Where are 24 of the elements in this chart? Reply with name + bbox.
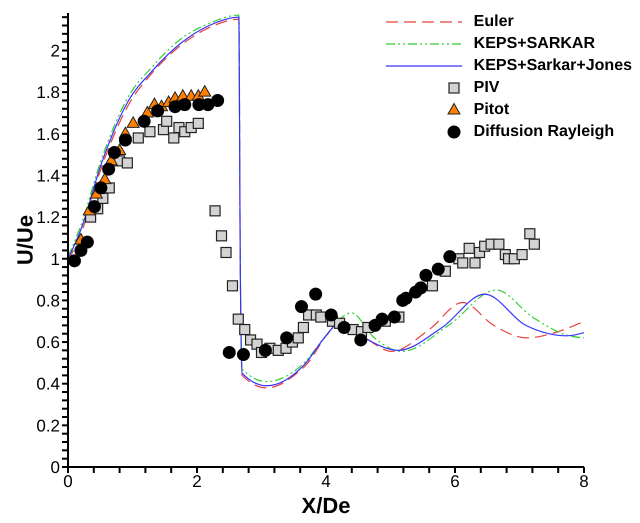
- legend-label: Pitot: [474, 101, 510, 119]
- y-tick-label: 1.6: [36, 124, 60, 144]
- legend-label: PIV: [474, 79, 500, 97]
- legend-label: Euler: [474, 13, 514, 31]
- x-tick-label: 0: [63, 472, 73, 492]
- y-tick-label: 0: [50, 458, 60, 478]
- x-tick-label: 4: [321, 472, 331, 492]
- y-tick-label: 1: [50, 250, 60, 269]
- y-tick-label: 0.8: [36, 291, 60, 310]
- y-tick-label: 0.6: [36, 333, 60, 352]
- legend-label: KEPS+Sarkar+Jones: [474, 57, 632, 75]
- y-tick-label: 1.8: [36, 83, 60, 102]
- y-tick-label: 0.4: [36, 374, 60, 394]
- x-axis-title: X/De: [302, 493, 350, 518]
- x-tick-label: 2: [192, 472, 202, 492]
- legend-label: Diffusion Rayleigh: [474, 123, 614, 141]
- y-tick-label: 2: [50, 42, 60, 61]
- y-axis-title: U/Ue: [12, 214, 38, 266]
- y-tick-label: 1.2: [36, 208, 60, 228]
- x-tick-label: 6: [450, 472, 460, 492]
- y-tick-label: 1.4: [36, 166, 60, 186]
- x-tick-label: 8: [579, 472, 589, 492]
- legend-label: KEPS+SARKAR: [474, 35, 596, 53]
- y-tick-label: 0.2: [36, 416, 60, 436]
